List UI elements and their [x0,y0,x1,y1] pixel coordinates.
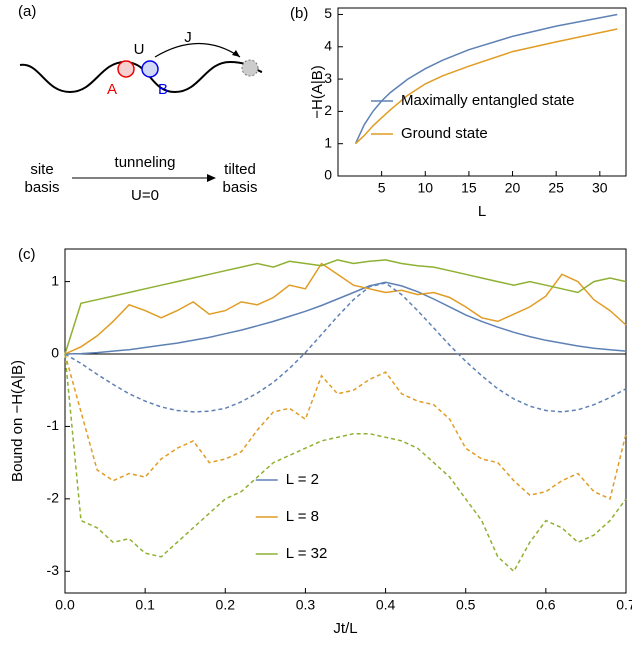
x-axis-label: Jt/L [333,620,357,637]
panel-label: (c) [18,246,36,263]
y-tick-label: 1 [324,134,332,150]
arrow-head [207,174,216,182]
arrow-head [232,50,240,57]
x-tick-label: 30 [592,180,608,196]
basis-text: basis [24,179,59,196]
frame [337,7,627,177]
y-axis-label: Bound on −H(A|B) [9,360,26,482]
y-tick-label: -3 [47,562,60,578]
y-tick-label: 5 [324,5,332,21]
series-line [64,353,627,500]
x-tick-label: 0.3 [296,597,316,613]
x-tick-label: 5 [378,180,386,196]
site-a: A [107,81,117,98]
series-line [354,13,618,145]
series-line [354,28,618,145]
particle-b [141,60,159,78]
x-tick-label: 0.7 [616,597,632,613]
panel: (b) 5 10 15 20 25 30 0 1 2 3 4 5 L −H(A|B) Maximally en… [290,5,627,220]
hopping-label: J [184,29,192,46]
legend-label: L = 2 [286,471,319,488]
legend-label: L = 8 [286,508,319,525]
y-tick-label: 0 [324,167,332,183]
y-tick-label: 4 [324,37,332,53]
x-tick-label: 10 [417,180,433,196]
interaction-label: U [134,41,145,58]
potential [19,60,263,94]
x-tick-label: 0.2 [216,597,236,613]
x-tick-label: 25 [548,180,564,196]
hop-arrow [154,42,241,58]
frame [64,248,627,594]
panel-label: (b) [290,5,308,22]
x-tick-label: 0.4 [376,597,396,613]
x-tick-label: 0.0 [55,597,75,613]
legend-label: L = 32 [286,545,328,562]
panel: (c) 0.0 0.1 0.2 0.3 0.4 0.5 0.6 0.7 -3 -2 -1 0 1 Jt/L B… [9,246,632,637]
x-tick-label: 0.5 [456,597,476,613]
series-line [64,282,627,413]
particle-a [117,60,135,78]
panel-label: (a) [18,3,36,20]
arrow-label: tunneling [115,154,176,171]
site-b: B [158,81,168,98]
y-tick-label: 3 [324,70,332,86]
legend-label: Ground state [401,125,488,142]
x-tick-label: 0.1 [135,597,155,613]
y-tick-label: 1 [51,272,59,288]
x-tick-label: 20 [505,180,521,196]
legend-label: Maximally entangled state [401,92,574,109]
x-tick-label: 15 [461,180,477,196]
series-line [64,259,627,355]
basis-text: site [30,161,53,178]
basis-text: basis [222,179,257,196]
particle-hopped [241,59,259,77]
series-line [64,262,627,355]
y-tick-label: 2 [324,102,332,118]
diagram-a: (a) U J A B site basis tunneling U=0 til… [18,3,263,204]
y-axis-label: −H(A|B) [309,65,326,119]
x-tick-label: 0.6 [536,597,556,613]
y-tick-label: -1 [47,417,60,433]
series-line [64,353,627,573]
y-tick-label: 0 [51,345,59,361]
basis-text: tilted [224,161,256,178]
series-line [64,281,627,355]
x-axis-label: L [478,203,486,220]
y-tick-label: -2 [47,490,60,506]
arrow-label: U=0 [131,187,159,204]
